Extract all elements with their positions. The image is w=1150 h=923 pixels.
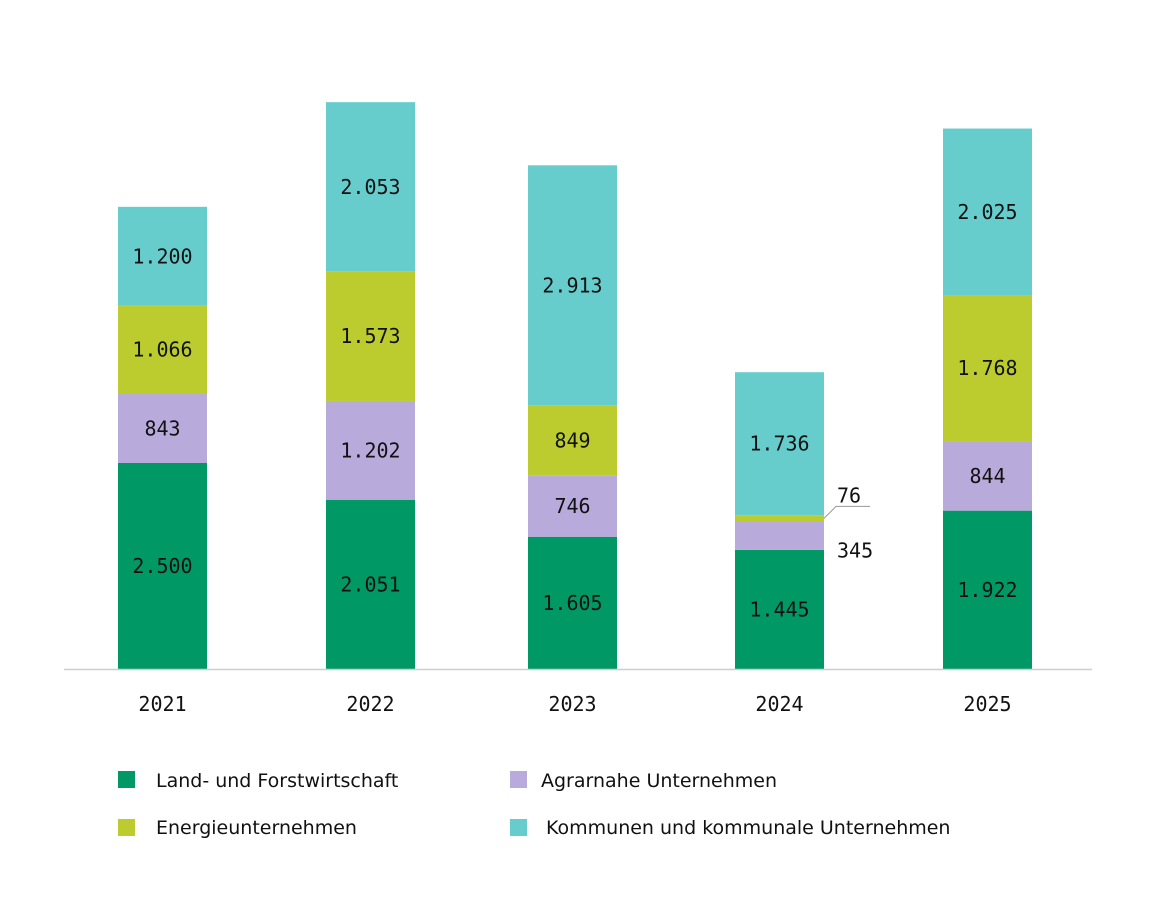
data-label-kommunen-2024: 1.736 bbox=[749, 432, 809, 456]
bar-segment-energieunternehmen-2025 bbox=[943, 295, 1032, 442]
data-label-kommunen-2022: 2.053 bbox=[340, 175, 400, 199]
x-tick-label-2021: 2021 bbox=[138, 692, 186, 716]
bar-segment-land-forstwirtschaft-2022 bbox=[326, 500, 415, 669]
legend-label-energieunternehmen: Energieunternehmen bbox=[156, 817, 357, 839]
legend-swatch-land-forstwirtschaft bbox=[118, 771, 135, 788]
legend-item: Agrarnahe Unternehmen bbox=[510, 770, 777, 792]
bar-segment-agrarnahe-unternehmen-2025 bbox=[943, 441, 1032, 511]
bar-segment-agrarnahe-unternehmen-2023 bbox=[528, 475, 617, 537]
bar-segment-kommunen-2025 bbox=[943, 128, 1032, 296]
legend-item: Kommunen und kommunale Unternehmen bbox=[510, 817, 950, 839]
data-label-land-forstwirtschaft-2024: 1.445 bbox=[749, 598, 809, 622]
x-tick-label-2023: 2023 bbox=[548, 692, 596, 716]
bar-segment-land-forstwirtschaft-2025 bbox=[943, 510, 1032, 669]
legend-label-land-forstwirtschaft: Land- und Forstwirtschaft bbox=[156, 770, 398, 792]
data-label-energieunternehmen-2022: 1.573 bbox=[340, 324, 400, 348]
leader-line-2024 bbox=[823, 505, 870, 519]
bar-segment-energieunternehmen-2022 bbox=[326, 271, 415, 401]
bar-segment-energieunternehmen-2024 bbox=[735, 515, 824, 522]
legend-item: Energieunternehmen bbox=[118, 817, 357, 839]
legend: Land- und Forstwirtschaft Agrarnahe Unte… bbox=[118, 770, 950, 839]
data-label-agrarnahe-unternehmen-2021: 843 bbox=[144, 416, 180, 440]
data-label-energieunternehmen-2021: 1.066 bbox=[132, 338, 192, 362]
bar-segment-land-forstwirtschaft-2021 bbox=[118, 463, 207, 669]
bar-segment-kommunen-2023 bbox=[528, 165, 617, 406]
legend-swatch-kommunen bbox=[510, 819, 527, 836]
data-label-land-forstwirtschaft-2025: 1.922 bbox=[957, 578, 1017, 602]
data-label-kommunen-2025: 2.025 bbox=[957, 200, 1017, 224]
x-tick-label-2022: 2022 bbox=[346, 692, 394, 716]
bar-segment-agrarnahe-unternehmen-2022 bbox=[326, 400, 415, 500]
data-label-energieunternehmen-2023: 849 bbox=[554, 428, 590, 452]
bar-segment-kommunen-2024 bbox=[735, 372, 824, 516]
data-label-energieunternehmen-2025: 1.768 bbox=[957, 356, 1017, 380]
data-label-kommunen-2021: 1.200 bbox=[132, 244, 192, 268]
bar-segment-energieunternehmen-2021 bbox=[118, 305, 207, 394]
bar-segment-land-forstwirtschaft-2024 bbox=[735, 549, 824, 669]
bar-segment-kommunen-2022 bbox=[326, 102, 415, 272]
data-label-land-forstwirtschaft-2022: 2.051 bbox=[340, 573, 400, 597]
data-label-kommunen-2023: 2.913 bbox=[542, 273, 602, 297]
legend-label-kommunen: Kommunen und kommunale Unternehmen bbox=[546, 817, 950, 839]
data-label-agrarnahe-unternehmen-2023: 746 bbox=[554, 494, 590, 518]
data-label-land-forstwirtschaft-2021: 2.500 bbox=[132, 554, 192, 578]
bar-segment-energieunternehmen-2023 bbox=[528, 405, 617, 476]
bar-segment-agrarnahe-unternehmen-2021 bbox=[118, 393, 207, 463]
data-label-energieunternehmen-2024: 76 bbox=[837, 483, 861, 507]
category-labels-layer: 2021 2022 2023 2024 2025 bbox=[138, 692, 1011, 716]
bars-layer bbox=[118, 102, 1032, 669]
legend-item: Land- und Forstwirtschaft bbox=[118, 770, 398, 792]
bar-segment-land-forstwirtschaft-2023 bbox=[528, 536, 617, 669]
data-label-agrarnahe-unternehmen-2025: 844 bbox=[969, 464, 1005, 488]
legend-swatch-energieunternehmen bbox=[118, 819, 135, 836]
data-label-agrarnahe-unternehmen-2024: 345 bbox=[837, 539, 873, 563]
legend-swatch-agrarnahe-unternehmen bbox=[510, 771, 527, 788]
bar-segment-kommunen-2021 bbox=[118, 206, 207, 306]
bar-segment-agrarnahe-unternehmen-2024 bbox=[735, 521, 824, 550]
data-label-agrarnahe-unternehmen-2022: 1.202 bbox=[340, 439, 400, 463]
data-label-land-forstwirtschaft-2023: 1.605 bbox=[542, 591, 602, 615]
segment-labels-layer: 2.500 843 1.066 1.200 2.051 1.202 1.573 2.053 1.… bbox=[132, 175, 1017, 622]
legend-label-agrarnahe-unternehmen: Agrarnahe Unternehmen bbox=[541, 770, 777, 792]
x-tick-label-2025: 2025 bbox=[963, 692, 1011, 716]
x-tick-label-2024: 2024 bbox=[755, 692, 803, 716]
